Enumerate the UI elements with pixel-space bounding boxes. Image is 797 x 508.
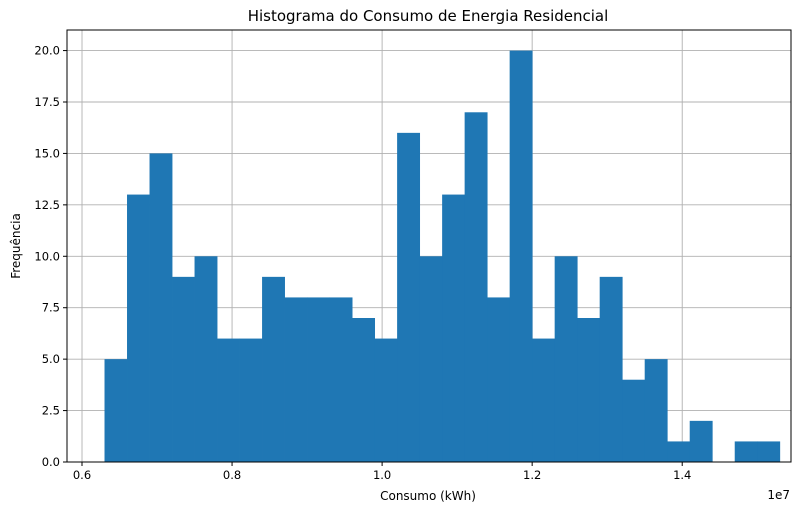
y-tick-label-3: 7.5 <box>42 301 60 315</box>
x-tick-label-3: 1.2 <box>523 468 541 482</box>
x-tick-label-0: 0.6 <box>73 468 91 482</box>
histogram-bar-28 <box>734 441 758 462</box>
histogram-bar-15 <box>442 194 466 463</box>
histogram-bar-29 <box>757 441 781 462</box>
y-tick-label-4: 10.0 <box>34 249 60 263</box>
x-tick-label-2: 1.0 <box>373 468 391 482</box>
histogram-bar-17 <box>487 297 511 462</box>
y-axis-ticks: 0.0 2.5 5.0 7.5 10.0 12.5 15.0 17.5 20.0 <box>34 44 67 469</box>
histogram-bar-18 <box>509 50 533 462</box>
y-tick-label-8: 20.0 <box>34 44 60 58</box>
x-axis-offset-label: 1e7 <box>767 488 790 502</box>
y-axis-label: Frequência <box>9 213 23 279</box>
histogram-bar-21 <box>577 318 601 462</box>
histogram-bar-9 <box>307 297 330 462</box>
x-axis-label: Consumo (kWh) <box>380 489 476 503</box>
plot-frame <box>66 29 792 463</box>
histogram-bar-25 <box>667 441 691 462</box>
histogram-bar-4 <box>194 256 218 462</box>
histogram-bars <box>104 50 781 463</box>
histogram-bar-11 <box>352 318 376 462</box>
histogram-bar-13 <box>397 132 421 462</box>
histogram-bar-5 <box>217 338 240 462</box>
x-axis-ticks: 0.6 0.8 1.0 1.2 1.4 <box>73 462 691 482</box>
y-tick-label-7: 17.5 <box>34 95 60 109</box>
x-tick-label-4: 1.4 <box>673 468 691 482</box>
histogram-bar-0 <box>104 359 128 462</box>
histogram-bar-14 <box>419 256 443 462</box>
y-tick-label-6: 15.0 <box>34 146 60 160</box>
y-tick-label-0: 0.0 <box>42 455 60 469</box>
histogram-bar-12 <box>374 338 398 462</box>
histogram-bar-23 <box>622 379 646 462</box>
histogram-bar-3 <box>172 276 195 462</box>
histogram-bar-20 <box>554 256 578 462</box>
histogram-bar-26 <box>689 420 713 462</box>
histogram-bar-8 <box>284 297 308 462</box>
histogram-bar-1 <box>127 194 150 463</box>
histogram-bar-2 <box>149 153 173 462</box>
histogram-bar-24 <box>644 359 668 462</box>
histogram-bar-7 <box>262 276 285 462</box>
histogram-bar-6 <box>239 338 263 462</box>
chart-title: Histograma do Consumo de Energia Residen… <box>248 7 609 25</box>
histogram-bar-19 <box>532 338 556 462</box>
y-tick-label-1: 2.5 <box>42 404 60 418</box>
histogram-bar-10 <box>329 297 353 462</box>
histogram-bar-16 <box>464 112 488 463</box>
y-tick-label-2: 5.0 <box>42 352 60 366</box>
histogram-bar-22 <box>599 276 623 462</box>
x-tick-label-1: 0.8 <box>223 468 241 482</box>
y-tick-label-5: 12.5 <box>34 198 60 212</box>
